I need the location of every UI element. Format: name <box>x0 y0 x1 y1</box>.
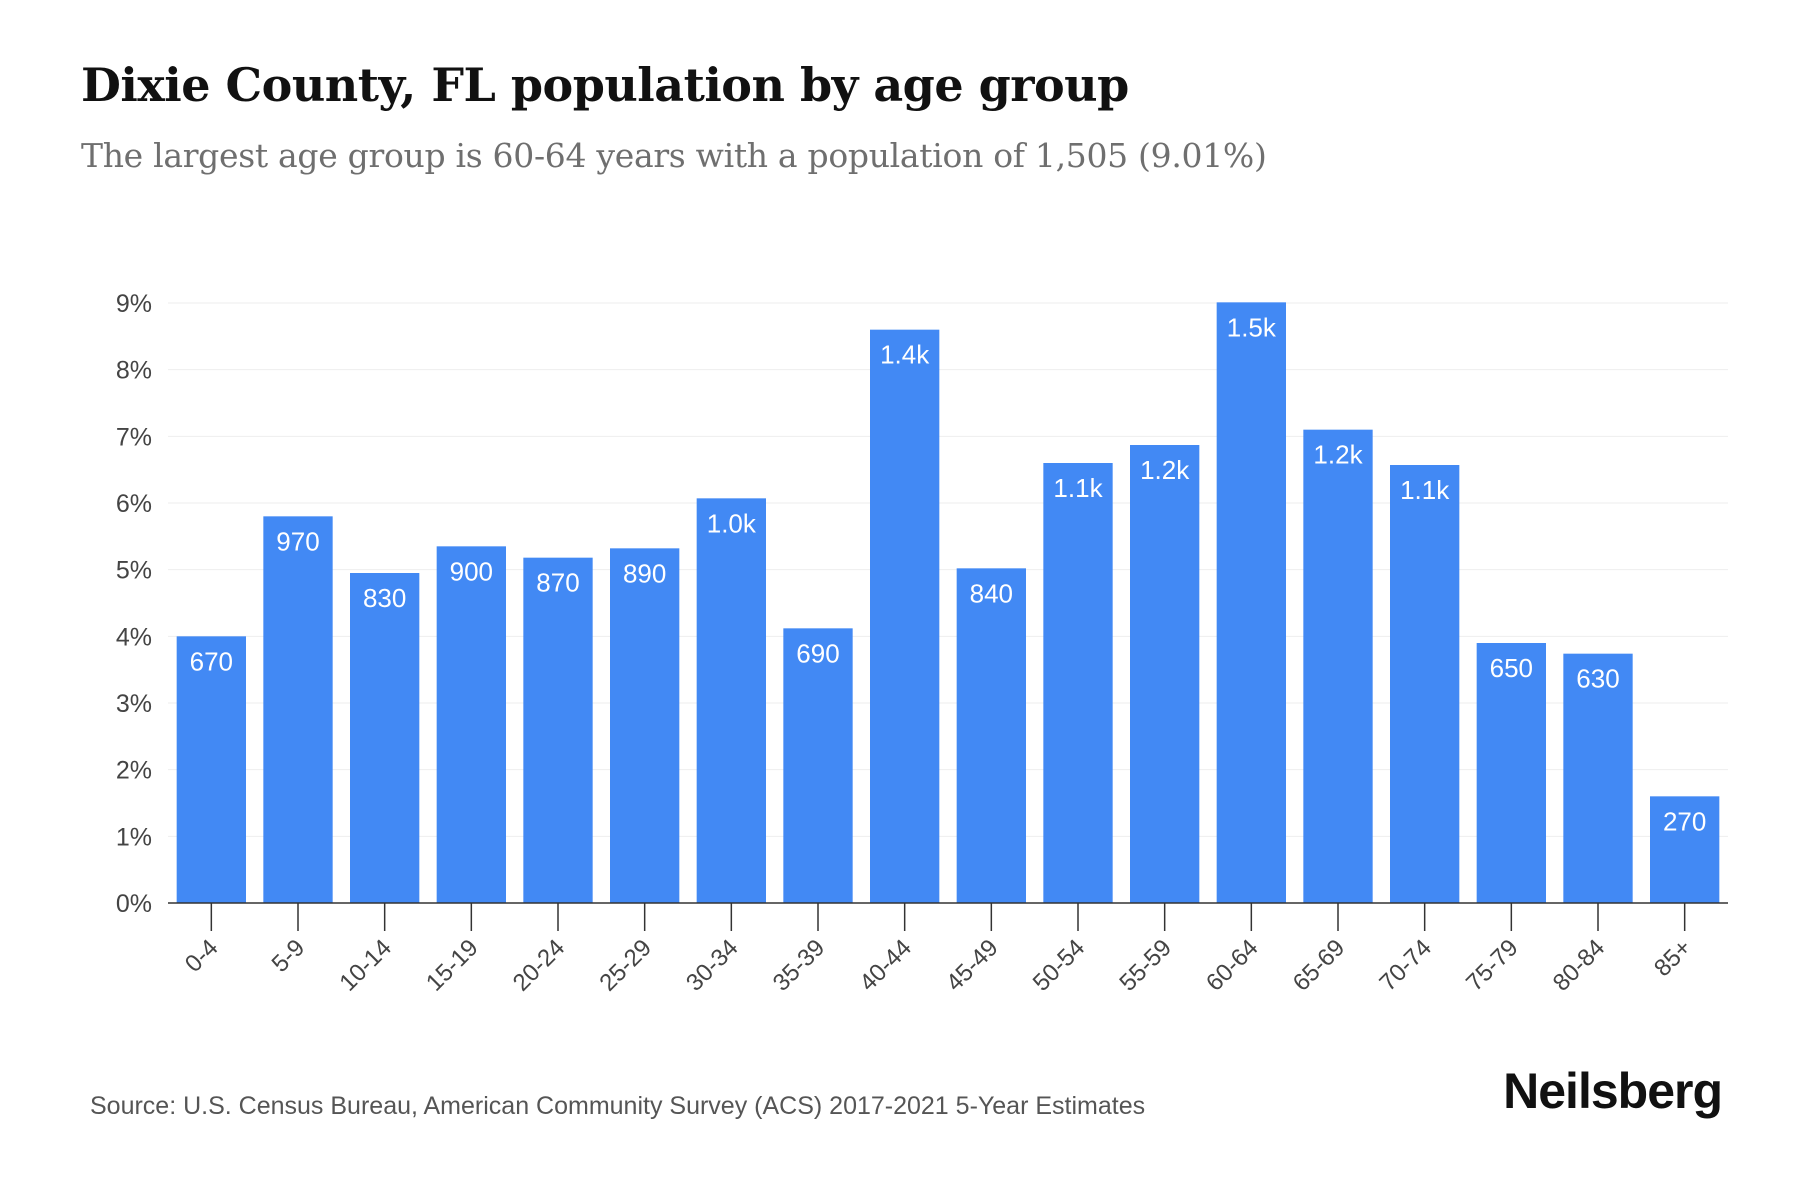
chart-title: Dixie County, FL population by age group <box>81 58 1129 112</box>
bar-value-label: 1.2k <box>1313 440 1363 470</box>
bar-10-14 <box>350 573 420 903</box>
y-tick-label: 8% <box>116 357 152 385</box>
bar-20-24 <box>523 557 593 903</box>
bar-80-84 <box>1563 653 1633 903</box>
bar-chart: 670 970 830 900 870 890 1.0k 690 1.4k 840 1.1k 1.2k… <box>116 290 1728 997</box>
bar-value-label: 1.1k <box>1400 475 1450 505</box>
y-tick-label: 6% <box>116 490 152 518</box>
bar-40-44 <box>870 329 940 904</box>
y-tick-label: 0% <box>116 890 152 918</box>
bar-50-54 <box>1043 463 1113 903</box>
bar-0-4 <box>176 636 246 903</box>
y-tick-label: 5% <box>116 557 152 585</box>
x-tick-label: 30-34 <box>681 934 744 997</box>
bar-35-39 <box>783 628 853 903</box>
bar-value-label: 840 <box>970 578 1013 608</box>
bar-value-label: 630 <box>1576 664 1619 694</box>
x-tick-label: 50-54 <box>1028 934 1091 997</box>
y-tick-label: 2% <box>116 757 152 785</box>
y-tick-label: 1% <box>116 823 152 851</box>
bar-85+ <box>1650 796 1720 903</box>
bar-value-label: 890 <box>623 558 666 588</box>
x-tick-label: 5-9 <box>267 934 311 978</box>
x-tick-label: 70-74 <box>1374 934 1437 997</box>
x-tick-label: 45-49 <box>941 934 1004 997</box>
bar-value-label: 900 <box>450 556 493 586</box>
x-tick-label: 80-84 <box>1548 934 1611 997</box>
x-tick-label: 10-14 <box>334 934 397 997</box>
y-tick-label: 9% <box>116 290 152 318</box>
bar-value-label: 1.4k <box>880 340 930 370</box>
x-tick-label: 40-44 <box>854 934 917 997</box>
source-note: Source: U.S. Census Bureau, American Com… <box>90 1092 1146 1120</box>
bar-75-79 <box>1476 643 1546 903</box>
x-tick-label: 75-79 <box>1461 934 1524 997</box>
x-axis <box>168 902 1728 931</box>
x-tick-label: 20-24 <box>508 934 571 997</box>
bars: 670 970 830 900 870 890 1.0k 690 1.4k 840 1.1k 1.2k… <box>176 302 1720 904</box>
bar-value-label: 970 <box>276 526 319 556</box>
y-axis-ticks: 0% 1% 2% 3% 4% 5% 6% 7% 8% 9% <box>116 290 152 918</box>
x-tick-label: 0-4 <box>180 934 224 978</box>
brand-logo: Neilsberg <box>1503 1063 1723 1119</box>
bar-value-label: 830 <box>363 583 406 613</box>
bar-55-59 <box>1130 445 1200 903</box>
x-tick-label: 55-59 <box>1114 934 1177 997</box>
bar-value-label: 690 <box>796 638 839 668</box>
bar-value-label: 670 <box>190 646 233 676</box>
bar-45-49 <box>956 568 1026 903</box>
bar-5-9 <box>263 516 333 903</box>
x-axis-ticks: 0-4 5-9 10-14 15-19 20-24 25-29 30-34 35-39 40-4… <box>180 934 1697 997</box>
x-tick-label: 15-19 <box>421 934 484 997</box>
bar-value-label: 870 <box>536 568 579 598</box>
bar-value-label: 270 <box>1663 806 1706 836</box>
bar-value-label: 1.1k <box>1053 473 1103 503</box>
bar-15-19 <box>436 546 506 903</box>
y-tick-label: 7% <box>116 423 152 451</box>
gridlines <box>168 302 1728 837</box>
x-tick-label: 35-39 <box>768 934 831 997</box>
x-tick-label: 60-64 <box>1201 934 1264 997</box>
y-tick-label: 3% <box>116 690 152 718</box>
bar-value-label: 1.5k <box>1227 312 1277 342</box>
x-tick-label: 65-69 <box>1288 934 1351 997</box>
bar-65-69 <box>1303 429 1373 903</box>
bar-value-label: 1.2k <box>1140 455 1190 485</box>
bar-70-74 <box>1390 465 1460 903</box>
bar-30-34 <box>696 498 766 903</box>
bar-value-label: 650 <box>1490 653 1533 683</box>
x-tick-label: 85+ <box>1649 934 1697 982</box>
y-tick-label: 4% <box>116 623 152 651</box>
chart-subtitle: The largest age group is 60-64 years wit… <box>81 136 1267 175</box>
bar-value-label: 1.0k <box>707 508 757 538</box>
bar-25-29 <box>610 548 680 903</box>
bar-60-64 <box>1216 302 1286 903</box>
x-tick-label: 25-29 <box>594 934 657 997</box>
